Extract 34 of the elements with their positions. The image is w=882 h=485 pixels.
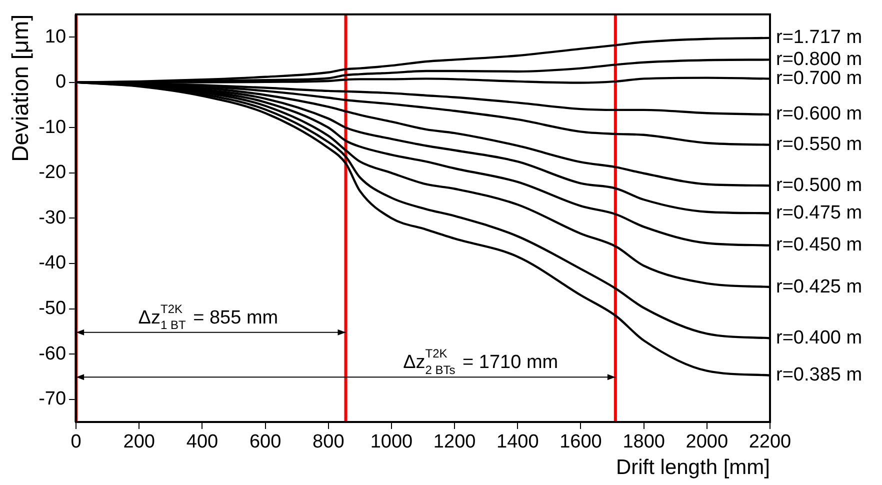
- x-tick-label: 2000: [686, 432, 728, 453]
- series-label: r=0.425 m: [776, 276, 862, 298]
- series-label: r=0.385 m: [776, 364, 862, 386]
- series-label: r=0.550 m: [776, 134, 862, 156]
- y-tick-label: -40: [38, 252, 66, 274]
- y-tick-label: -10: [38, 116, 66, 138]
- y-tick-label: -50: [38, 298, 66, 320]
- y-tick-label: 0: [55, 72, 66, 93]
- series-label: r=0.500 m: [776, 174, 862, 196]
- y-tick-label: -30: [38, 207, 66, 228]
- x-tick-label: 400: [186, 432, 218, 453]
- series-label: r=0.475 m: [776, 202, 862, 224]
- x-tick-label: 200: [123, 432, 155, 453]
- x-tick-label: 2200: [748, 432, 792, 453]
- y-tick-label: 10: [44, 26, 66, 48]
- y-tick-label: -70: [38, 388, 66, 410]
- series-label: r=0.400 m: [776, 327, 862, 348]
- series-label: r=0.600 m: [776, 104, 862, 125]
- x-tick-label: 800: [312, 432, 344, 453]
- x-tick-label: 0: [70, 432, 82, 453]
- x-tick-label: 1200: [433, 432, 476, 453]
- x-tick-label: 1600: [560, 432, 602, 453]
- series-label: r=1.717 m: [776, 27, 862, 48]
- series-label: r=0.800 m: [776, 48, 862, 70]
- y-tick-label: -60: [38, 343, 66, 364]
- x-tick-label: 1000: [370, 432, 413, 453]
- x-tick-label: 1800: [622, 432, 665, 453]
- x-tick-label: 1400: [496, 432, 539, 453]
- y-axis-title: Deviation [μm]: [7, 14, 34, 162]
- x-axis-title: Drift length [mm]: [616, 456, 770, 480]
- y-tick-label: -20: [38, 162, 66, 184]
- x-tick-label: 600: [249, 432, 282, 453]
- series-label: r=0.700 m: [776, 68, 862, 89]
- series-label: r=0.450 m: [776, 234, 862, 256]
